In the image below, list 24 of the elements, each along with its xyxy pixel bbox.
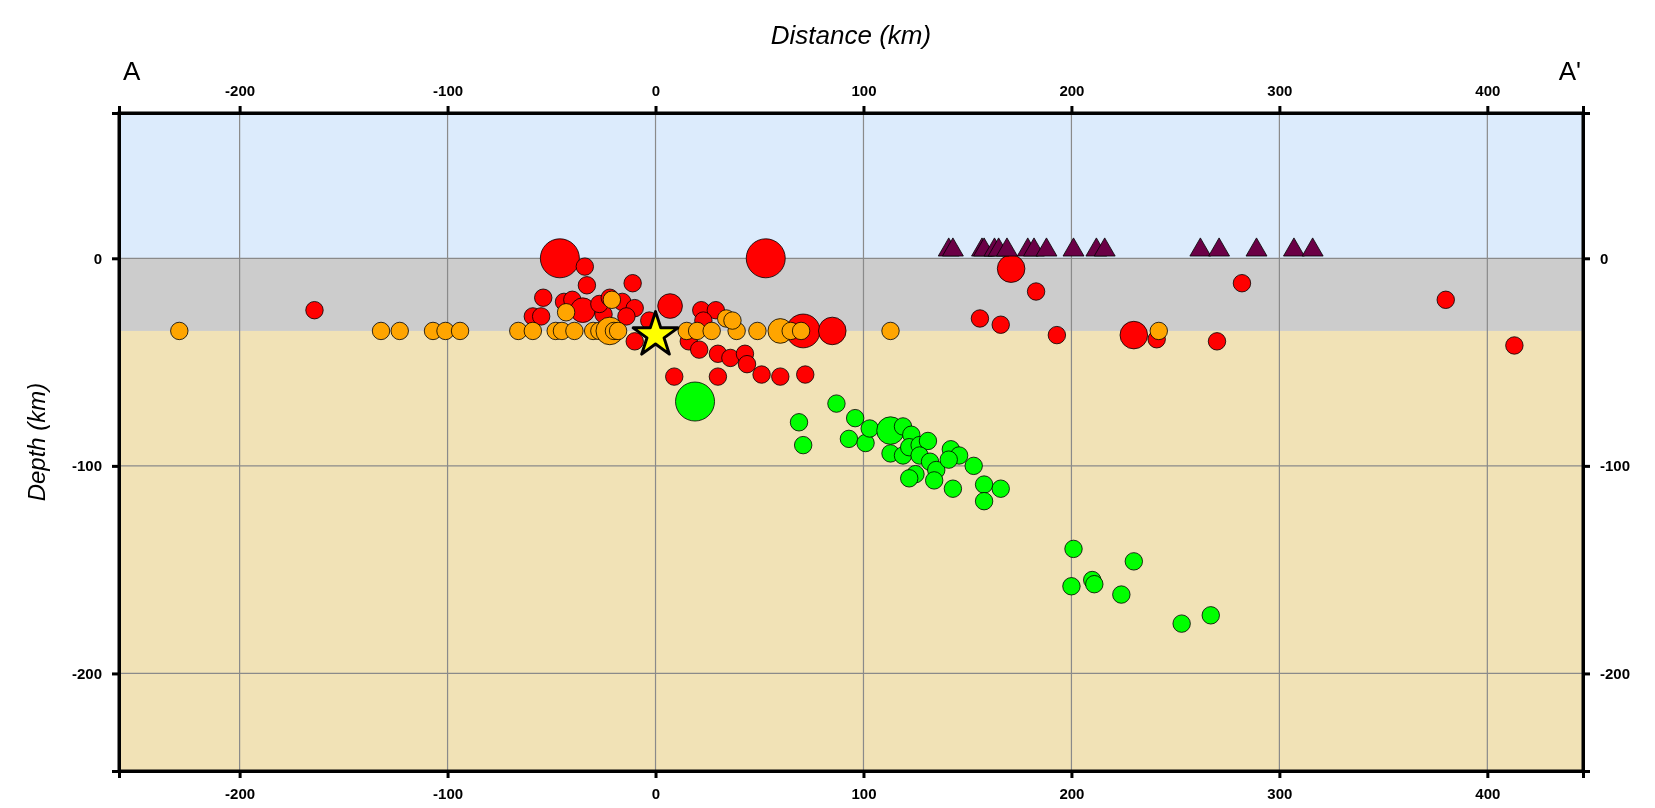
x-tick-label: 0 xyxy=(651,784,661,802)
x-tick-label: 100 xyxy=(851,784,877,802)
x-tick-label: -100 xyxy=(433,784,464,802)
x2-tick-label: 400 xyxy=(1475,82,1501,99)
y2-tick-label: -200 xyxy=(1600,664,1631,682)
y2-tick-label: -100 xyxy=(1600,457,1631,475)
y-tick-label: 0 xyxy=(93,249,102,267)
x2-tick-label: 0 xyxy=(651,82,661,99)
x2-tick-label: -100 xyxy=(433,82,464,99)
x-tick-label: 200 xyxy=(1059,784,1085,802)
x2-tick-label: -200 xyxy=(225,82,256,99)
y-axis-title: Depth (km) xyxy=(23,382,50,502)
text: A' xyxy=(1558,56,1581,86)
y2-tick-label: 0 xyxy=(1600,249,1609,267)
x2-tick-label: 300 xyxy=(1267,82,1293,99)
x-tick-label: -200 xyxy=(225,784,256,802)
y-tick-label: -200 xyxy=(71,664,102,682)
x2-axis-title: Distance (km) xyxy=(770,20,932,50)
x-tick-label: 400 xyxy=(1475,784,1501,802)
x-tick-label: 300 xyxy=(1267,784,1293,802)
text: A xyxy=(123,56,141,86)
x2-tick-label: 200 xyxy=(1059,82,1085,99)
y-tick-label: -100 xyxy=(71,457,102,475)
x2-tick-label: 100 xyxy=(851,82,877,99)
